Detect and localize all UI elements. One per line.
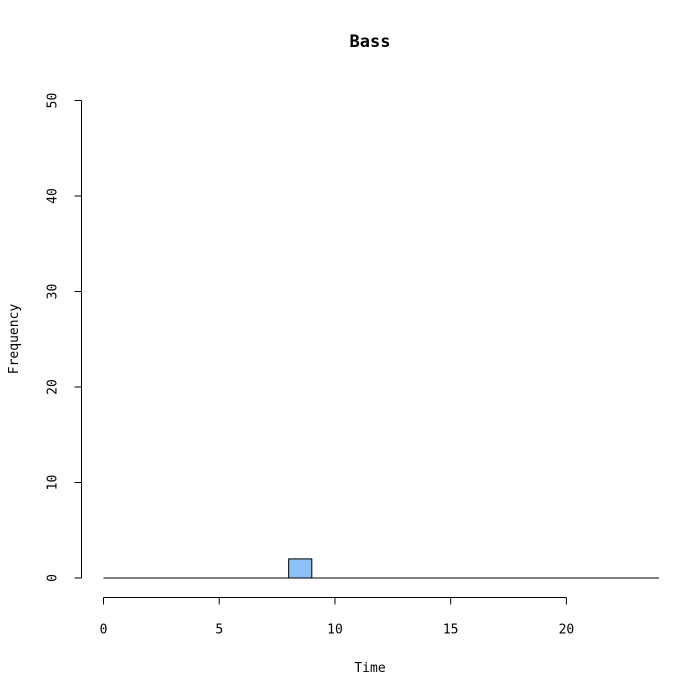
y-tick-label: 20 (46, 379, 61, 395)
y-tick-label: 50 (46, 93, 61, 109)
x-tick-label: 10 (327, 623, 343, 638)
histogram-bar (288, 558, 313, 579)
x-axis-label: Time (354, 661, 385, 676)
x-tick-label: 15 (443, 623, 459, 638)
x-tick-label: 0 (100, 623, 108, 638)
y-tick-label: 0 (46, 574, 61, 582)
x-tick-label: 20 (559, 623, 575, 638)
y-tick-label: 30 (46, 284, 61, 300)
chart-title: Bass (350, 32, 391, 52)
histogram-bars (288, 558, 313, 579)
y-axis-label: Frequency (7, 304, 22, 375)
x-tick-label: 5 (215, 623, 223, 638)
x-axis: 0 5 10 15 20 (100, 597, 575, 638)
y-tick-label: 10 (46, 475, 61, 491)
y-axis: 0 10 20 30 40 50 (46, 93, 82, 582)
y-tick-label: 40 (46, 188, 61, 204)
